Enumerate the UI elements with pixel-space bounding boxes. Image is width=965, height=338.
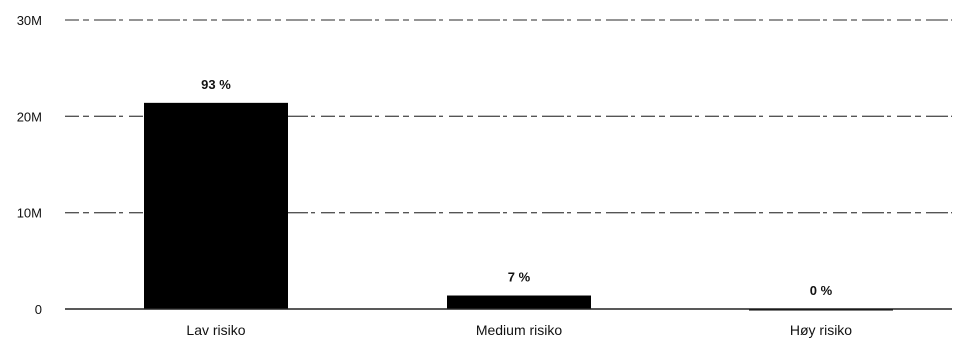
bar [447, 295, 591, 309]
x-tick-label: Medium risiko [476, 322, 563, 338]
y-tick-label: 20M [17, 109, 42, 124]
x-tick-label: Lav risiko [186, 322, 245, 338]
y-tick-label: 0 [35, 302, 42, 317]
bar [144, 102, 288, 309]
x-tick-label: Høy risiko [790, 322, 852, 338]
data-label: 0 % [810, 283, 833, 298]
x-axis: Lav risiko Medium risiko Høy risiko [186, 322, 852, 338]
data-label: 93 % [201, 77, 231, 92]
y-axis: 0 10M 20M 30M [17, 13, 42, 317]
bars [144, 102, 893, 311]
data-labels: 93 % 7 % 0 % [201, 77, 832, 298]
data-label: 7 % [508, 270, 531, 285]
y-tick-label: 10M [17, 206, 42, 221]
y-tick-label: 30M [17, 13, 42, 28]
